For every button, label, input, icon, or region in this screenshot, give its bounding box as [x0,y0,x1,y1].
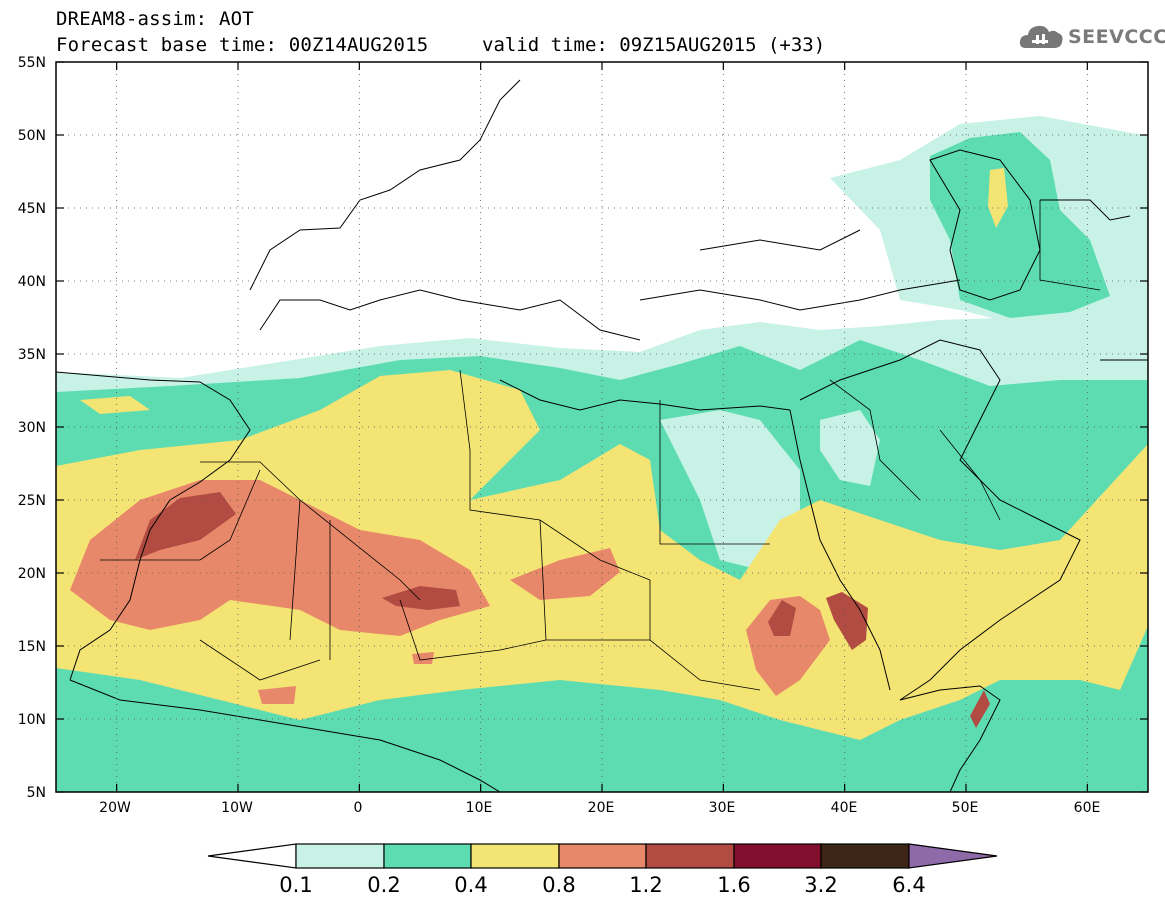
colorbar-label: 1.2 [629,873,662,897]
lon-label: 20E [588,800,615,816]
colorbar-swatch [383,843,472,869]
colorbar-swatch [295,843,385,869]
colorbar-label: 6.4 [892,873,925,897]
colorbar-swatch [820,843,910,869]
lat-label: 55N [18,55,46,71]
colorbar-label: 1.6 [717,873,750,897]
colorbar-swatch [558,843,647,869]
lat-label: 30N [18,420,46,436]
lat-label: 45N [18,201,46,217]
lat-label: 35N [18,347,46,363]
forecast-base-time: Forecast base time: 00Z14AUG2015 [56,34,429,56]
aot-contour-1.2-sudan [768,600,796,636]
aot-contour-1.2-redsea [826,592,990,728]
colorbar-swatch [645,843,735,869]
lon-label: 10E [466,800,493,816]
cloud-icon [1019,25,1063,48]
lon-label: 40E [831,800,858,816]
lat-label: 50N [18,128,46,144]
colorbar-label: 0.8 [542,873,575,897]
lat-label: 5N [27,785,46,801]
colorbar-label: 0.2 [367,873,400,897]
lat-label: 25N [18,493,46,509]
graticule [56,62,1148,792]
lon-label: 10W [221,800,253,816]
colorbar-swatch-high [908,843,998,869]
coastlines [56,79,1148,792]
colorbar-swatch [470,843,560,869]
lat-label: 20N [18,566,46,582]
seevccc-logo: SEEVCCC [1018,22,1165,52]
colorbar-label: 3.2 [804,873,837,897]
lon-label: 60E [1074,800,1101,816]
aot-contour-0.8-sahara-east [510,548,620,600]
lon-label: 30E [709,800,736,816]
aot-contour-0.1-arabia [820,410,880,486]
colorbar-label: 0.4 [454,873,487,897]
lat-label: 15N [18,639,46,655]
aot-contour-0.8-small [258,652,434,704]
valid-time: valid time: 09Z15AUG2015 (+33) [482,34,826,56]
colorbar: 0.1 0.2 0.4 0.8 1.2 1.6 3.2 6.4 [207,843,998,897]
aot-contour-0.1-egypt [660,410,800,570]
lat-label: 10N [18,712,46,728]
lon-label: 0 [354,800,363,816]
aot-contour-0.2-caspian [930,132,1110,318]
aot-contour-0.4-upper [80,396,150,414]
colorbar-swatch-low [207,843,297,869]
aot-contour-0.4-caspian [988,168,1008,228]
country-borders [100,200,1101,691]
aot-contour-1.2 [135,492,236,560]
lon-label: 50E [952,800,979,816]
map-title: DREAM8-assim: AOT [56,8,254,30]
axis-ticks [56,61,1148,793]
colorbar-label: 0.1 [279,873,312,897]
lat-label: 40N [18,274,46,290]
colorbar-swatch [733,843,822,869]
logo-text: SEEVCCC [1068,26,1165,48]
lon-label: 20W [99,800,131,816]
